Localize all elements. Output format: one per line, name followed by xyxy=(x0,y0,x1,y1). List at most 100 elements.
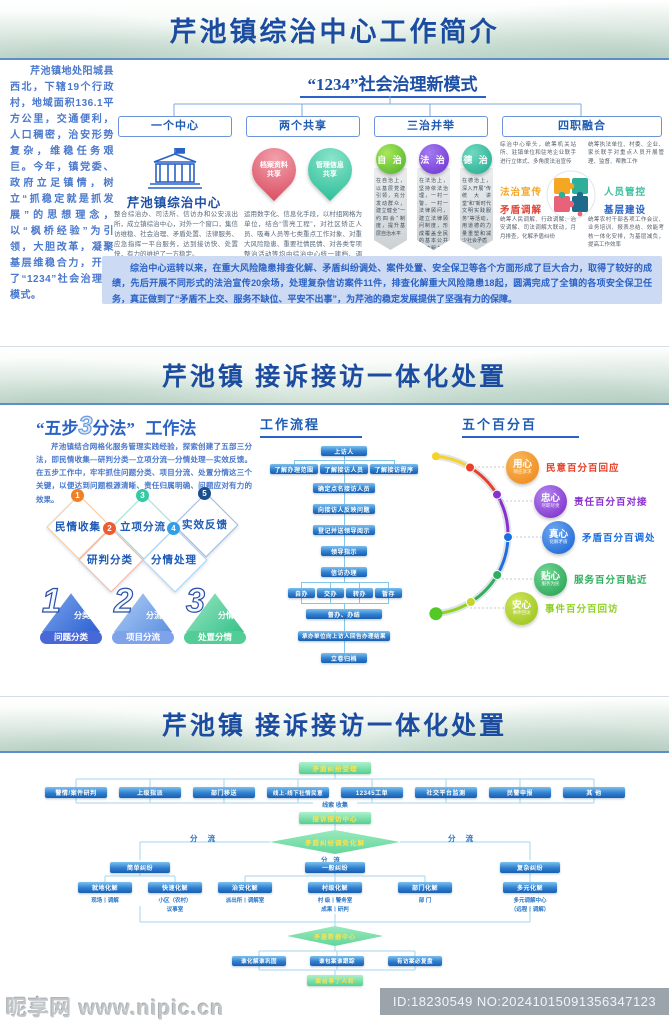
final-box: 案结事了人和 xyxy=(307,975,363,986)
panel1-subtitle: “1234”社会治理新模式 xyxy=(299,75,486,98)
step1-label: 民情收集 xyxy=(55,522,101,533)
column-header-one-center: 一个中心 xyxy=(118,116,232,137)
quad2-desc: 统筹执法单位、村委、企业、家长联手对重点人员开展管理、监督、帮教工作 xyxy=(588,142,664,165)
followup-box: 有访案必复盘 xyxy=(388,956,442,966)
workflow-node: 转办 xyxy=(346,588,373,598)
circle-main: 贴心 xyxy=(540,570,560,582)
panel3-title: 芹池镇 接诉接访一体化处置 xyxy=(161,713,508,740)
ribbon-rule-of-law: 法 治 在法治上，坚持依法治理，一村一警、一村一法律顾问，建立法律顾问制度，形成… xyxy=(417,144,450,250)
workflow-node: 确定点名接访人员 xyxy=(313,483,375,493)
column-header-three-governance: 三治并举 xyxy=(374,116,488,137)
workflow-node: 督办、办结 xyxy=(306,609,382,619)
workflow-node: 向接访人反映问题 xyxy=(313,504,375,514)
followup-box: 谁包案谁跟踪 xyxy=(310,956,364,966)
column-header-two-share: 两个共享 xyxy=(246,116,360,137)
big-number-3: 3 xyxy=(185,582,205,620)
panel1-intro-text: 芹池镇地处阳城县西北，下辖19个行政村，地域面积136.1平方公里，交通便利，人… xyxy=(10,66,114,301)
center-box: 接诉接访中心 xyxy=(299,812,371,824)
five-curve-graphic xyxy=(429,452,541,621)
three-item-1: 1 分类 问题分类 xyxy=(40,583,102,644)
virtue-badge: 德 治 xyxy=(461,144,492,174)
method-title: “五步3分法” 工作法 xyxy=(36,411,197,441)
archive-share-pin-icon: 档案资料共享 xyxy=(242,138,306,202)
method-title-rest: 分法” xyxy=(92,419,135,438)
column1-desc: 整合综治办、司法所、信访办和公安派出所，成立镇综治中心，对外一个窗口，集信访维稳… xyxy=(114,211,238,259)
source-box: 线上-线下社情民意 xyxy=(267,787,329,798)
workflow-node: 信访办理 xyxy=(321,567,367,577)
source-box: 部门移送 xyxy=(193,787,255,798)
workflow-node: 交办 xyxy=(317,588,344,598)
pin2-label: 管理信息共享 xyxy=(316,161,344,178)
panel1-connector-lines xyxy=(173,96,582,116)
circle-main: 真心 xyxy=(548,528,568,540)
connector-line xyxy=(344,556,345,567)
big-number-1: 1 xyxy=(41,582,61,620)
panel2-title: 芹池镇 接诉接访一体化处置 xyxy=(161,364,508,391)
heart-circle-zhongxin: 忠心 尽职尽责 xyxy=(534,485,567,518)
connector-line xyxy=(294,460,295,464)
source-box: 12345工单 xyxy=(341,787,403,798)
resolve-box: 快速化解 xyxy=(148,882,202,893)
quad4-desc: 统筹农村干部各项工作会议、业务培训、报表总结、效能考核一体化安排，为基层减负，提… xyxy=(588,217,664,248)
step5-label: 实效反馈 xyxy=(182,520,228,531)
ribbon-body: 在法治上，坚持依法治理，一村一警、一村一法律顾问，建立法律顾问制度，形成覆盖全民… xyxy=(417,168,450,250)
resolve-box: 就地化解 xyxy=(78,882,132,893)
step2-badge: 2 xyxy=(103,522,116,535)
five-label-5: 事件百分百回访 xyxy=(545,604,619,615)
resolve-note: 派出所丨调解室 xyxy=(225,898,265,904)
panel1-summary-bar: 综治中心运转以来，在重大风险隐患排查化解、矛盾纠纷调处、案件处置、安全保卫等各个… xyxy=(102,256,662,304)
method-title-lead: “五步 xyxy=(36,419,79,438)
source-box: 警情/案件研判 xyxy=(45,787,107,798)
circle-sub: 尽职尽责 xyxy=(541,503,560,509)
info-share-pin-icon: 管理信息共享 xyxy=(298,138,362,202)
step4-label: 分情处理 xyxy=(151,555,197,566)
three-label-2: 项目分流 xyxy=(112,631,174,644)
workflow-node: 立卷归档 xyxy=(321,653,367,663)
watermark-site: 昵享网 www.nipic.cn xyxy=(6,997,225,1020)
three-item-3: 3 分情 处置分情 xyxy=(184,583,246,644)
category-box-simple: 简单纠纷 xyxy=(110,862,170,873)
resolve-box: 村级化解 xyxy=(308,882,362,893)
connector-line xyxy=(301,582,389,583)
connector-line xyxy=(344,577,345,582)
quad3-label: 矛盾调解 xyxy=(500,206,543,216)
category-box-general: 一般纠纷 xyxy=(305,862,365,873)
step3-badge: 3 xyxy=(136,489,149,502)
connector-line xyxy=(344,603,345,609)
connector-line xyxy=(344,456,345,460)
workflow-node: 了解接访程序 xyxy=(370,464,418,474)
connector-line xyxy=(344,619,345,631)
resolve-note: 议事室 xyxy=(166,907,184,913)
connector-line xyxy=(344,535,345,546)
quad1-label: 法治宣传 xyxy=(500,188,543,198)
data-center-diamond: 矛盾数据中心 xyxy=(287,926,383,946)
circle-main: 安心 xyxy=(511,599,531,611)
category-box-complex: 复杂纠纷 xyxy=(500,862,560,873)
connector-line xyxy=(359,582,360,588)
resolve-box: 多元化解 xyxy=(503,882,557,893)
connector-line xyxy=(330,598,331,603)
heart-circle-zhenxin: 真心 化解矛盾 xyxy=(542,521,575,554)
method-title-tail: 工作法 xyxy=(145,419,197,438)
big-number-2: 2 xyxy=(113,582,133,620)
connector-line xyxy=(344,514,345,525)
puzzle-icon xyxy=(546,170,596,220)
watermark-id: ID:18230549 NO:20241015091356347123 xyxy=(380,988,669,1015)
followup-box: 谁化解谁巩固 xyxy=(232,956,286,966)
circle-sub: 事件回访 xyxy=(512,610,531,616)
circle-main: 忠心 xyxy=(540,492,560,504)
quad1-desc: 综治中心牵头，统筹机关站所、驻镇单位和驻地企业联手进行立体式、多角度法治宣传 xyxy=(500,142,576,165)
connector-line xyxy=(301,582,302,588)
heart-circle-tiexin: 贴心 服务为民 xyxy=(534,563,567,596)
circle-sub: 化解矛盾 xyxy=(549,539,568,545)
connector-line xyxy=(301,603,389,604)
five-label-1: 民意百分百回应 xyxy=(546,463,620,474)
ribbon-self-governance: 自 治 在自治上，以基层党建引领，充分发动群众，建立健全“一约四会”制度，提升基… xyxy=(374,144,407,250)
government-building-icon xyxy=(148,148,202,189)
pin1-label: 档案资料共享 xyxy=(260,161,288,178)
resolve-box: 部门化解 xyxy=(398,882,452,893)
three-item-2: 2 分流 项目分流 xyxy=(112,583,174,644)
quad2-label: 人员管控 xyxy=(604,188,647,198)
resolve-note: 小区（农村） xyxy=(158,898,192,904)
receive-box: 矛盾纠纷受理 xyxy=(299,762,371,774)
